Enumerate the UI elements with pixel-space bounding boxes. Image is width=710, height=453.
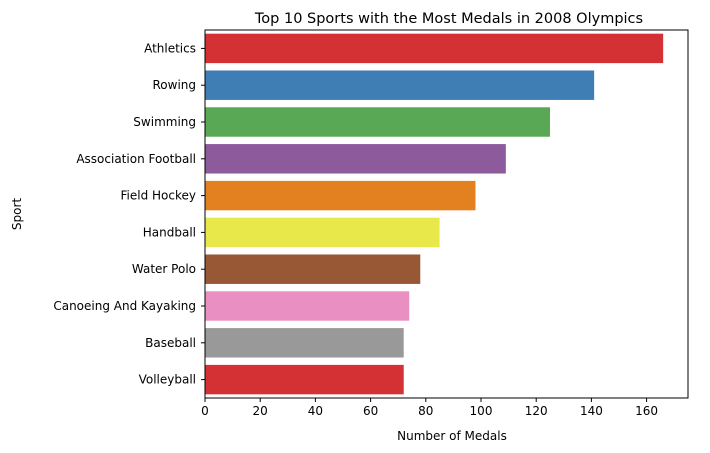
x-tick-label-0: 0 bbox=[201, 404, 209, 418]
y-tick-label-rowing: Rowing bbox=[152, 78, 196, 92]
y-axis-title: Sport bbox=[10, 198, 24, 231]
x-tick-label-20: 20 bbox=[253, 404, 268, 418]
y-tick-label-baseball: Baseball bbox=[145, 336, 196, 350]
y-tick-label-canoeing-and-kayaking: Canoeing And Kayaking bbox=[53, 299, 196, 313]
y-tick-label-association-football: Association Football bbox=[76, 152, 196, 166]
x-tick-label-120: 120 bbox=[525, 404, 548, 418]
bar-swimming bbox=[205, 107, 550, 137]
x-axis-ticks: 0 20 40 60 80 100 120 140 160 bbox=[201, 398, 658, 418]
y-axis-ticks: Athletics Rowing Swimming Association Footb… bbox=[53, 41, 205, 387]
y-tick-label-swimming: Swimming bbox=[133, 115, 196, 129]
bar-field-hockey bbox=[205, 180, 476, 211]
bar-handball bbox=[205, 217, 440, 248]
x-tick-label-40: 40 bbox=[308, 404, 323, 418]
x-tick-label-80: 80 bbox=[418, 404, 433, 418]
x-tick-label-60: 60 bbox=[363, 404, 378, 418]
plot-frame bbox=[204, 29, 689, 399]
y-tick-label-field-hockey: Field Hockey bbox=[121, 189, 196, 203]
x-tick-label-140: 140 bbox=[580, 404, 603, 418]
bar-canoeing-and-kayaking bbox=[205, 291, 410, 321]
x-tick-label-160: 160 bbox=[635, 404, 658, 418]
bar-water-polo bbox=[205, 254, 421, 284]
chart-title: Top 10 Sports with the Most Medals in 20… bbox=[254, 11, 643, 27]
bar-baseball bbox=[205, 328, 404, 358]
bar-rowing bbox=[205, 70, 595, 100]
y-tick-label-handball: Handball bbox=[143, 225, 196, 239]
x-axis-title: Number of Medals bbox=[397, 429, 507, 443]
x-tick-label-100: 100 bbox=[470, 404, 493, 418]
y-tick-label-athletics: Athletics bbox=[144, 41, 196, 55]
y-tick-label-water-polo: Water Polo bbox=[132, 262, 196, 276]
bar-association-football bbox=[205, 144, 506, 174]
bar-athletics bbox=[205, 33, 664, 64]
y-tick-label-volleyball: Volleyball bbox=[139, 373, 196, 387]
bars-group bbox=[205, 33, 664, 395]
bar-volleyball bbox=[205, 364, 404, 395]
